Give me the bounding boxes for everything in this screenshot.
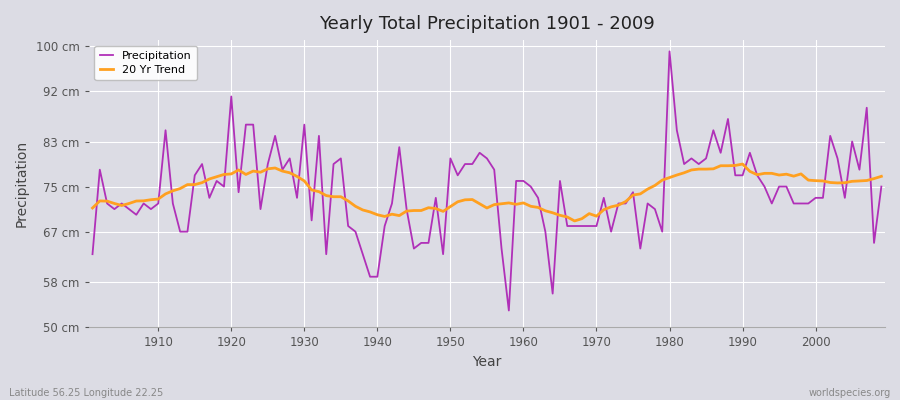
20 Yr Trend: [146, 197, 157, 202]
20 Yr Trend: [87, 206, 98, 210]
20 Yr Trend: [569, 218, 580, 223]
20 Yr Trend: [350, 204, 361, 209]
Precipitation: [306, 218, 317, 223]
Line: 20 Yr Trend: 20 Yr Trend: [93, 164, 881, 221]
Precipitation: [613, 201, 624, 206]
Precipitation: [876, 184, 886, 189]
Title: Yearly Total Precipitation 1901 - 2009: Yearly Total Precipitation 1901 - 2009: [319, 15, 655, 33]
Text: worldspecies.org: worldspecies.org: [809, 388, 891, 398]
Precipitation: [664, 49, 675, 54]
Text: Latitude 56.25 Longitude 22.25: Latitude 56.25 Longitude 22.25: [9, 388, 163, 398]
20 Yr Trend: [737, 162, 748, 166]
20 Yr Trend: [518, 200, 529, 205]
Precipitation: [526, 184, 536, 189]
Precipitation: [350, 229, 361, 234]
Line: Precipitation: Precipitation: [93, 51, 881, 310]
20 Yr Trend: [876, 174, 886, 179]
Y-axis label: Precipitation: Precipitation: [15, 140, 29, 227]
Precipitation: [87, 252, 98, 256]
Precipitation: [146, 207, 157, 212]
20 Yr Trend: [613, 203, 624, 208]
20 Yr Trend: [306, 188, 317, 192]
20 Yr Trend: [510, 202, 521, 207]
Precipitation: [518, 178, 529, 183]
Legend: Precipitation, 20 Yr Trend: Precipitation, 20 Yr Trend: [94, 46, 197, 80]
Precipitation: [503, 308, 514, 313]
X-axis label: Year: Year: [472, 355, 501, 369]
